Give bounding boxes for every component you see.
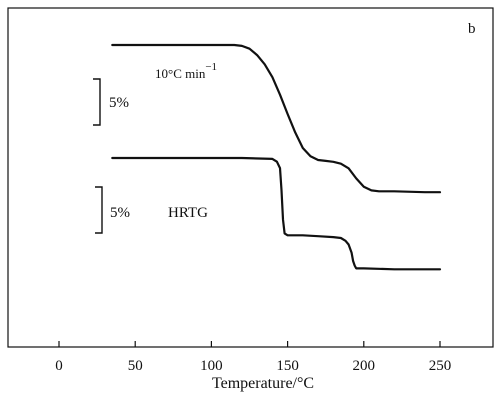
scale-bar-2 [95,186,103,234]
scale-bar-1 [93,78,101,126]
x-tick-label: 200 [353,358,376,374]
plot-frame [7,7,494,348]
series-label-10c-min-sup: −1 [205,61,217,73]
curve-10c-min [111,43,442,194]
series-label-10c-min-text: 10°C min [155,66,206,81]
series-label-10c-min: 10°C min−1 [155,61,217,81]
scale-bar-1-label: 5% [109,95,129,111]
x-axis-ticks: 0 50 100 150 200 250 [55,341,451,374]
x-tick-label: 100 [200,358,223,374]
curve-hrtg [111,156,442,271]
x-tick-label: 50 [128,358,143,374]
x-tick-label: 0 [55,358,63,374]
x-tick-label: 150 [276,358,299,374]
scale-bar-2-label: 5% [110,205,130,221]
x-axis-title: Temperature/°C [212,375,314,392]
x-tick-label: 250 [429,358,452,374]
series-label-hrtg: HRTG [168,205,208,221]
panel-letter: b [468,21,476,37]
